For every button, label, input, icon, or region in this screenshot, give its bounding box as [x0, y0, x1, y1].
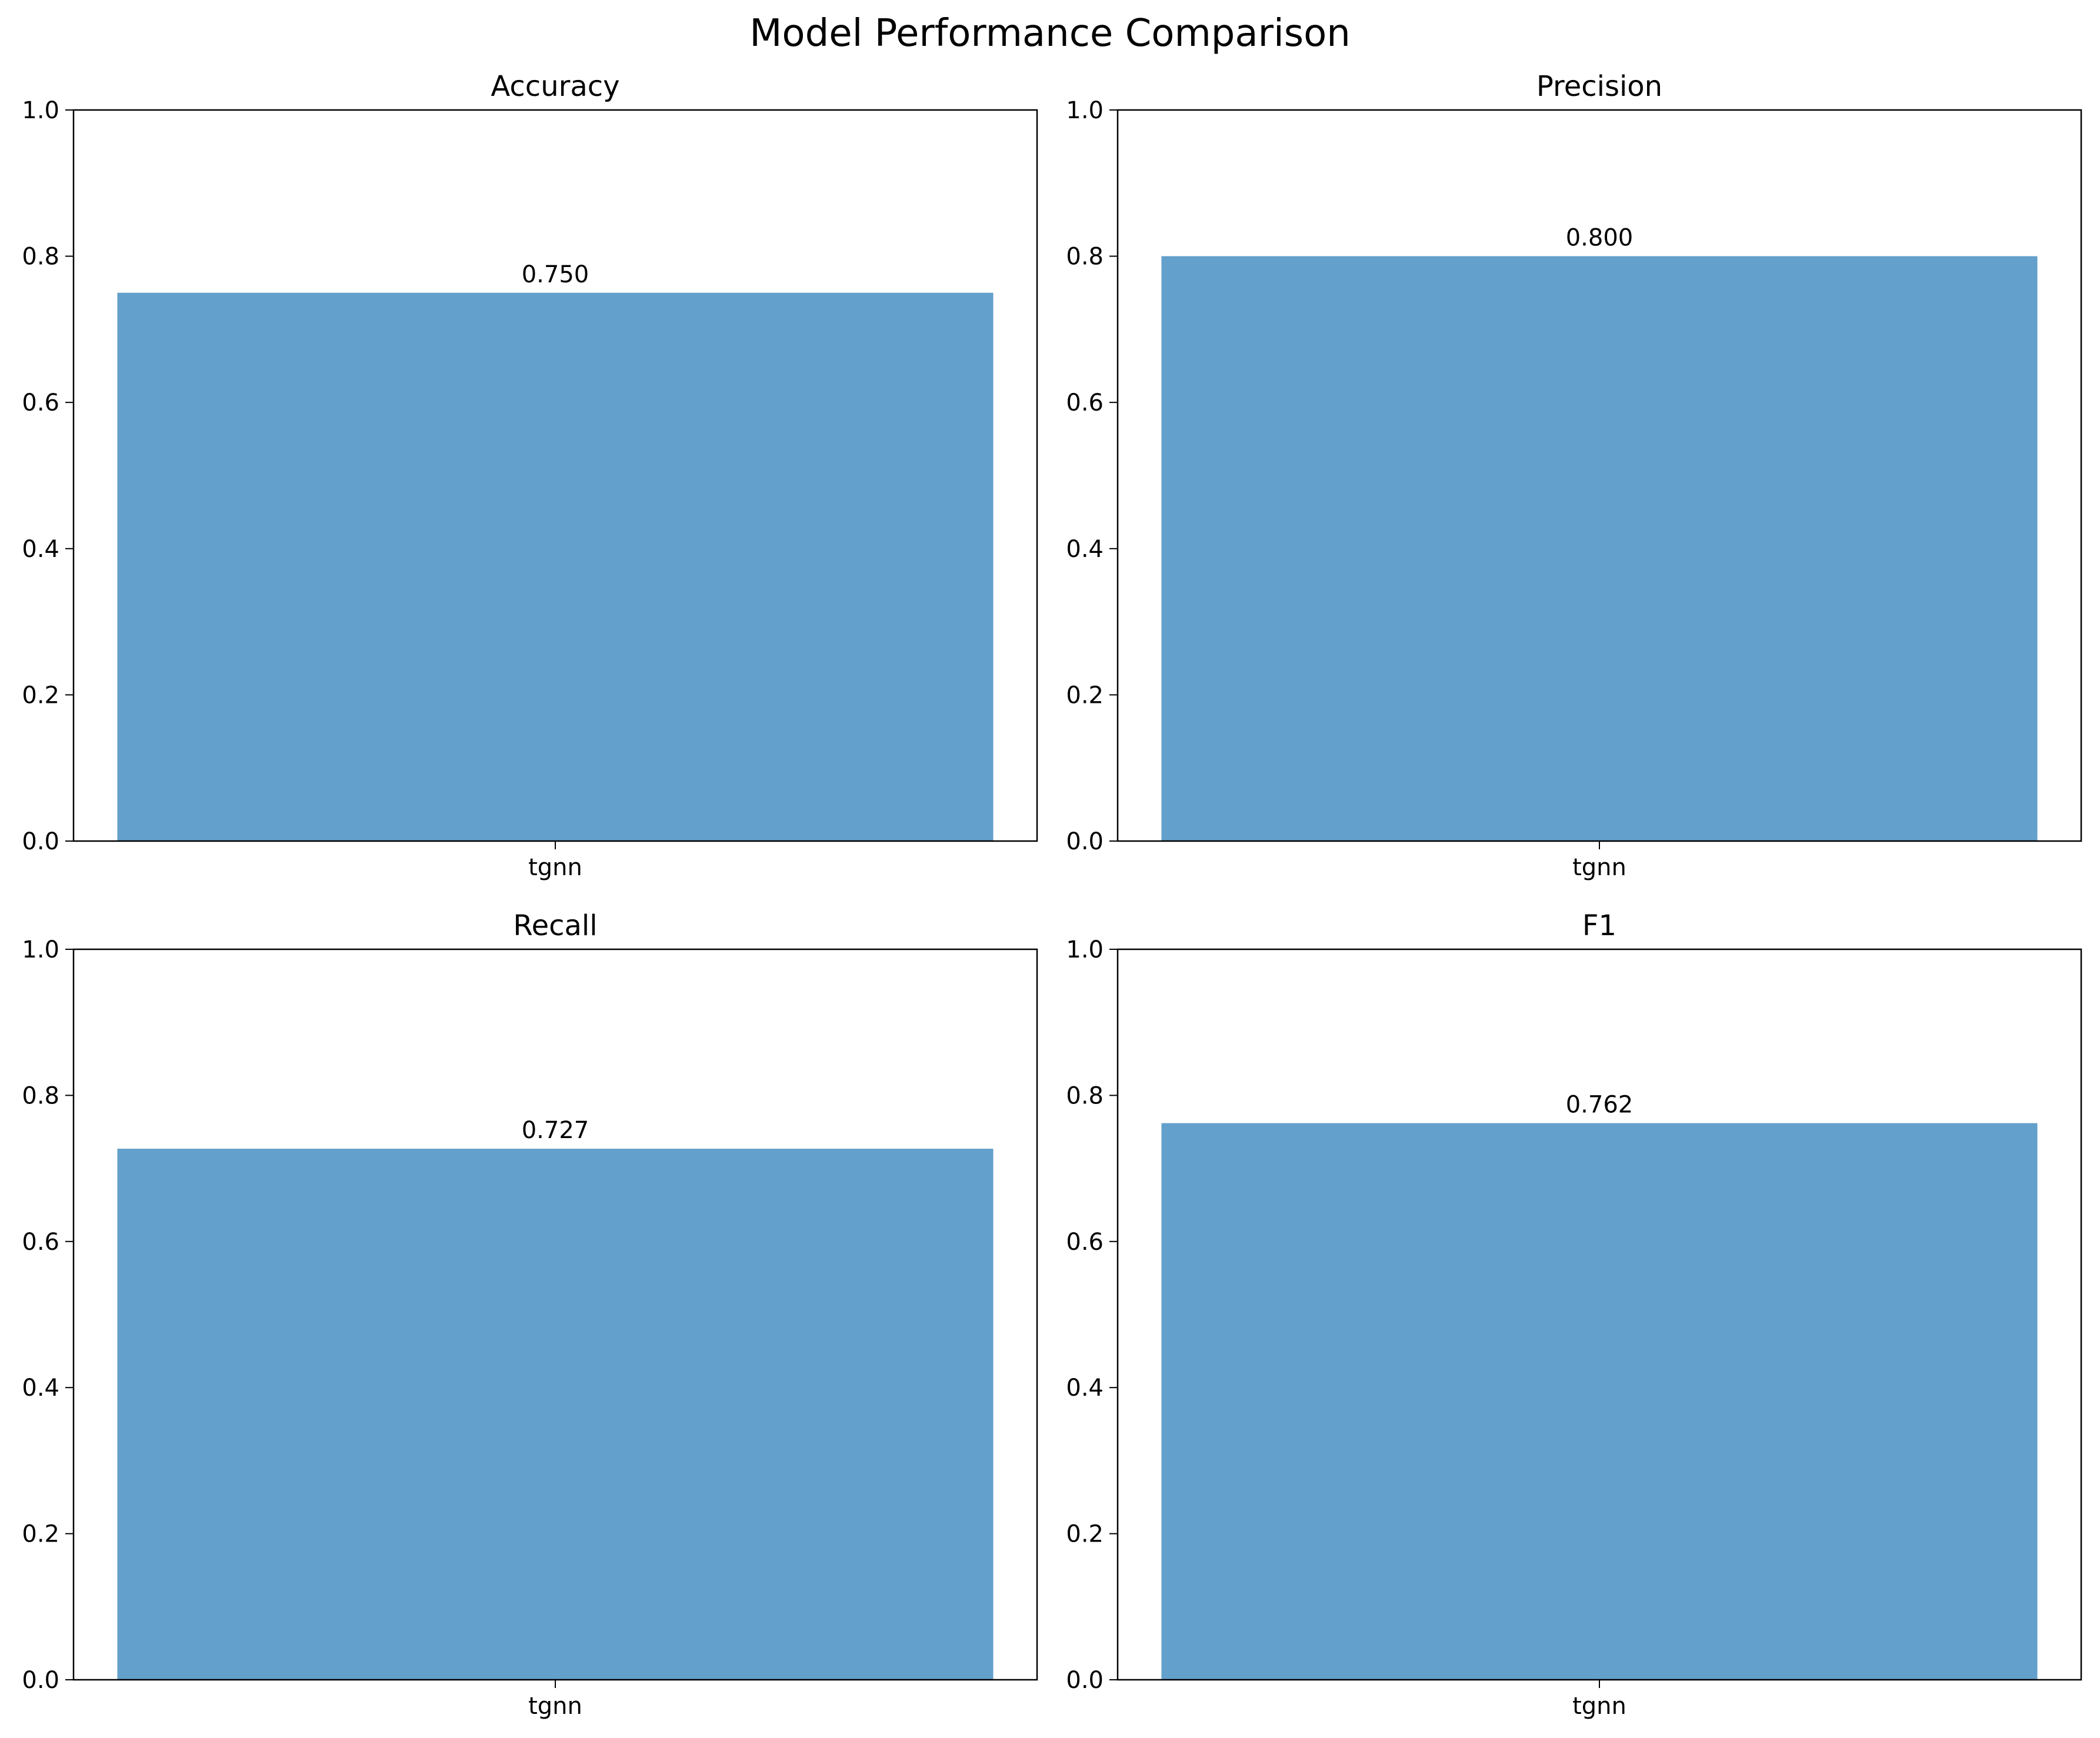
- y-tick-label: 0.4: [22, 536, 59, 563]
- bar-value-label: 0.727: [522, 1117, 589, 1144]
- subplot-title: Recall: [513, 909, 597, 942]
- x-tick-label: tgnn: [528, 1693, 582, 1720]
- bar-value-label: 0.800: [1566, 225, 1634, 252]
- y-tick-label: 1.0: [22, 936, 59, 963]
- y-tick-label: 0.2: [1066, 1521, 1104, 1548]
- y-tick-label: 0.6: [1066, 389, 1104, 416]
- x-tick-label: tgnn: [528, 854, 582, 881]
- y-tick-label: 0.0: [1066, 828, 1104, 855]
- y-tick-label: 0.4: [1066, 1375, 1104, 1402]
- bar: [1161, 256, 2038, 842]
- axes-frame: [72, 109, 1038, 842]
- axes-frame: [1116, 109, 2082, 842]
- bar: [117, 292, 994, 841]
- figure-title: Model Performance Comparison: [749, 12, 1351, 55]
- bar-value-label: 0.750: [522, 261, 589, 288]
- subplot-accuracy: Accuracy 0.750 tgnn 0.0 0.2 0.4 0.6 0.8 1.0: [22, 70, 1038, 881]
- y-tick-label: 0.0: [22, 1667, 59, 1694]
- bar: [1161, 1123, 2038, 1680]
- subplot-recall: Recall 0.727 tgnn 0.0 0.2 0.4 0.6 0.8 1.0: [22, 909, 1038, 1720]
- subplot-precision: Precision 0.800 tgnn 0.0 0.2 0.4 0.6 0.8 1.0: [1066, 70, 2082, 881]
- y-tick-label: 1.0: [22, 97, 59, 124]
- subplot-grid: Accuracy0.750tgnn0.00.20.40.60.81.0Preci…: [22, 70, 2082, 1720]
- y-tick-label: 0.8: [1066, 243, 1104, 271]
- y-tick-label: 0.0: [22, 828, 59, 855]
- x-tick-label: tgnn: [1572, 854, 1626, 881]
- y-tick-label: 0.2: [1066, 682, 1104, 709]
- y-tick-label: 0.2: [22, 1521, 59, 1548]
- y-tick-label: 1.0: [1066, 97, 1104, 124]
- axes-frame: [1116, 948, 2082, 1681]
- y-tick-label: 0.6: [22, 389, 59, 416]
- subplot-title: F1: [1582, 909, 1616, 942]
- y-tick-label: 0.4: [1066, 536, 1104, 563]
- bar-value-label: 0.762: [1566, 1092, 1634, 1119]
- y-tick-label: 0.6: [22, 1229, 59, 1256]
- axes-frame: [72, 948, 1038, 1681]
- y-tick-label: 0.4: [22, 1375, 59, 1402]
- subplot-f1: F1 0.762 tgnn 0.0 0.2 0.4 0.6 0.8 1.0: [1066, 909, 2082, 1720]
- y-tick-label: 0.6: [1066, 1229, 1104, 1256]
- subplot-title: Precision: [1536, 70, 1662, 103]
- y-tick-label: 0.8: [22, 243, 59, 271]
- y-tick-label: 0.0: [1066, 1667, 1104, 1694]
- y-tick-label: 0.8: [22, 1082, 59, 1109]
- y-tick-label: 1.0: [1066, 936, 1104, 963]
- subplot-title: Accuracy: [491, 70, 619, 103]
- y-tick-label: 0.8: [1066, 1082, 1104, 1109]
- bar: [117, 1149, 994, 1680]
- x-tick-label: tgnn: [1572, 1693, 1626, 1720]
- y-tick-label: 0.2: [22, 682, 59, 709]
